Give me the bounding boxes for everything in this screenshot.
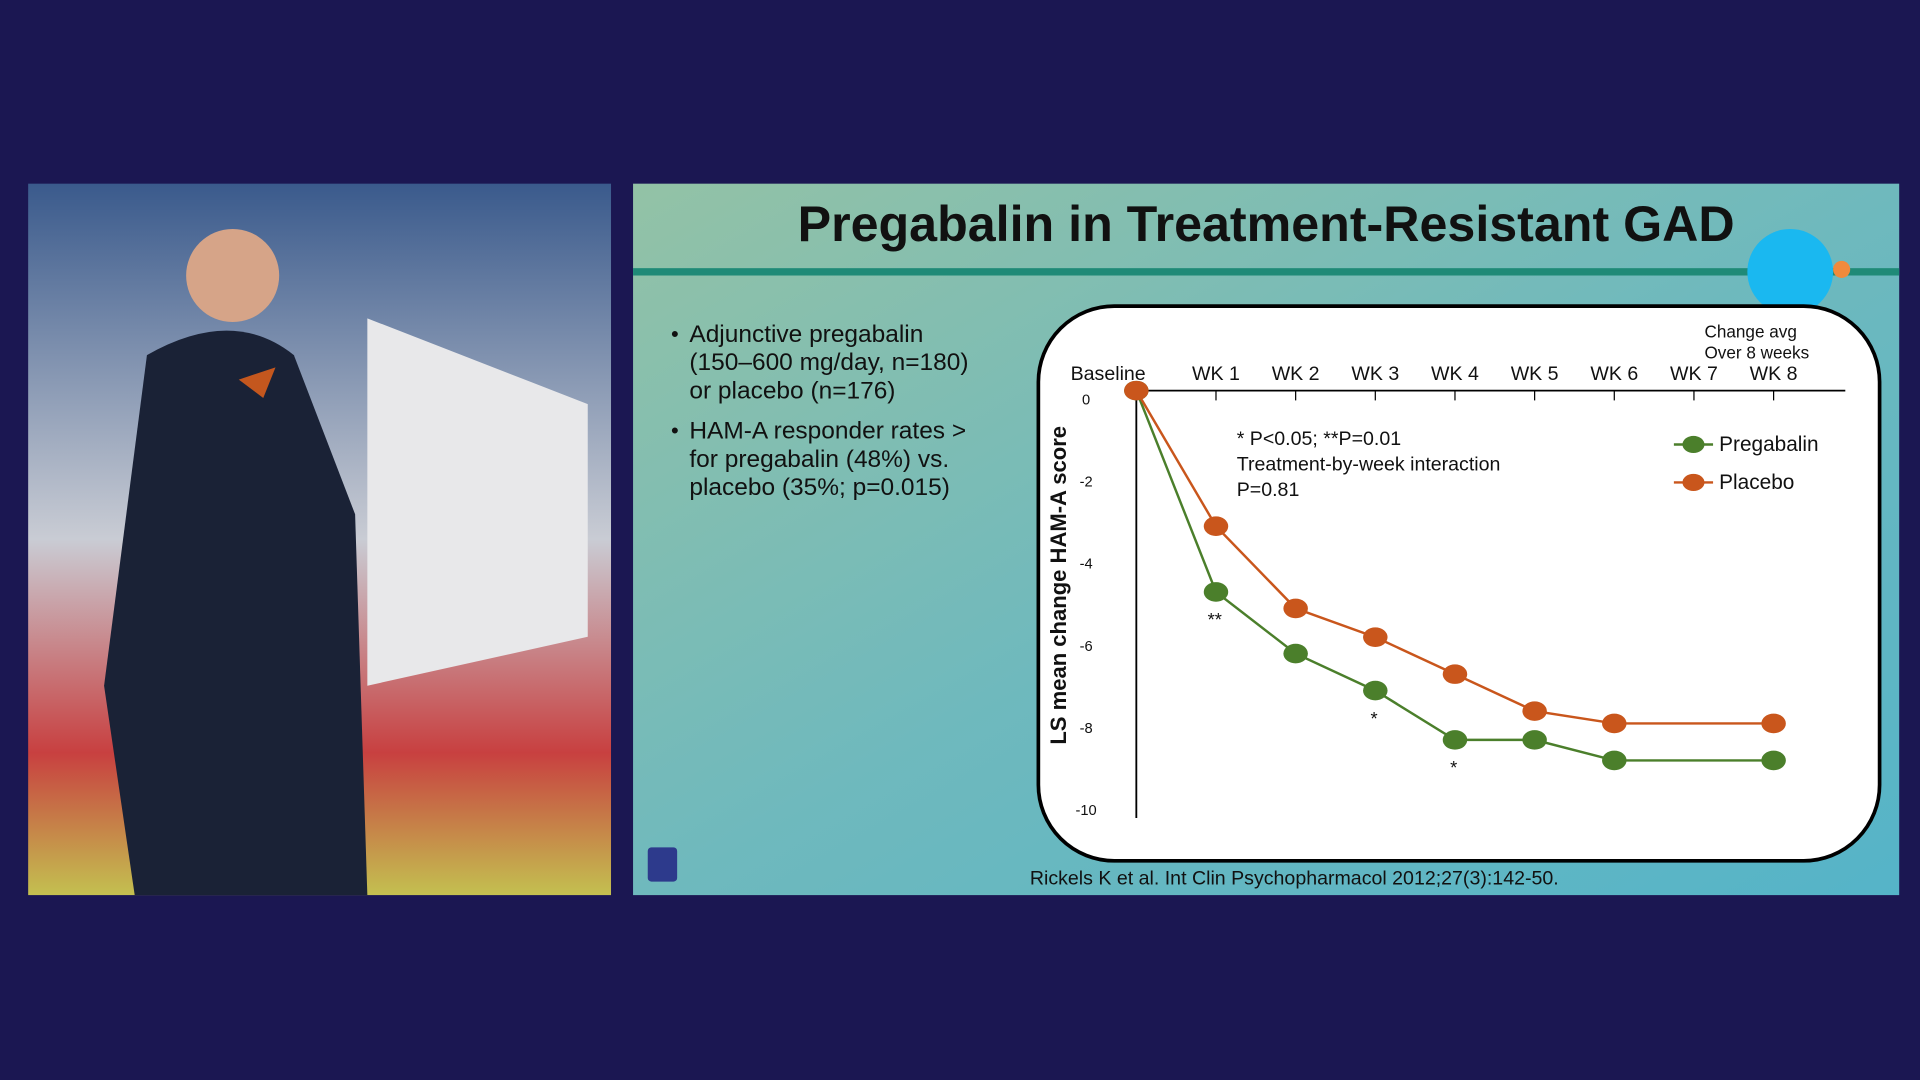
x-note: Over 8 weeks [1704,342,1809,362]
slide-title: Pregabalin in Treatment-Resistant GAD [798,196,1735,252]
data-point [1442,730,1468,750]
x-tick-label: WK 6 [1590,363,1638,385]
data-point [1442,664,1468,684]
annotation: * P<0.05; **P=0.01 [1237,428,1401,450]
data-point [1761,750,1786,771]
x-tick-label: WK 5 [1511,363,1559,385]
title-rule [633,268,1900,276]
y-axis-label: LS mean change HAM-A score [1046,426,1071,745]
speaker-video [28,183,612,896]
logo-circle [1747,228,1834,315]
slide: Pregabalin in Treatment-Resistant GAD Ri… [633,183,1900,896]
x-tick-label: Baseline [1071,363,1146,385]
bullet-dot: • [671,418,679,443]
backdrop-shape [367,318,588,686]
y-tick-label: -2 [1080,474,1093,490]
bullet-text: HAM-A responder rates > [689,418,966,445]
data-point [1283,643,1308,664]
bow-tie [238,367,276,398]
data-point [1522,701,1547,721]
annotation: Treatment-by-week interaction [1237,453,1501,475]
legend-label: Pregabalin [1719,433,1818,456]
y-tick-label: -6 [1080,639,1093,655]
data-point [1761,713,1786,734]
legend-marker [1682,473,1705,492]
significance-mark: ** [1208,609,1222,630]
annotation: P=0.81 [1237,479,1300,501]
x-tick-label: WK 7 [1670,363,1718,385]
data-point [1283,598,1308,619]
series-line [1135,390,1774,762]
legend-marker [1682,435,1705,454]
citation: Rickels K et al. Int Clin Psychopharmaco… [1030,867,1559,889]
bullet-text: for pregabalin (48%) vs. [689,446,949,473]
x-tick-label: WK 8 [1750,363,1798,385]
significance-mark: * [1371,708,1378,729]
x-tick-label: WK 3 [1351,363,1399,385]
y-tick-label: -10 [1076,803,1097,819]
data-point [1602,750,1627,771]
bullet-text: or placebo (n=176) [689,377,895,404]
bullet-dot: • [671,321,679,346]
x-tick-label: WK 1 [1192,363,1240,385]
data-point [1363,680,1388,701]
data-point [1363,627,1388,647]
bullet-text: Adjunctive pregabalin [689,321,923,348]
bullet-text: (150–600 mg/day, n=180) [689,349,968,376]
series-line [1135,389,1774,725]
speaker-head [186,228,280,323]
legend-label: Placebo [1719,471,1794,494]
bullet-text: placebo (35%; p=0.015) [689,474,950,501]
data-point [1522,730,1547,750]
logo-dot [1833,260,1851,278]
x-note: Change avg [1704,322,1796,342]
significance-mark: * [1450,757,1457,778]
data-point [1602,713,1627,734]
speaker-figure [104,330,368,896]
x-tick-label: WK 2 [1272,363,1320,385]
chart-frame [1036,304,1882,863]
data-point [1203,582,1229,602]
y-tick-label: 0 [1082,392,1090,408]
y-tick-label: -8 [1080,721,1093,737]
x-tick-label: WK 4 [1431,363,1479,385]
y-tick-label: -4 [1080,557,1093,573]
data-point [1124,380,1149,401]
slide-logo [647,847,678,882]
data-point [1203,516,1229,537]
